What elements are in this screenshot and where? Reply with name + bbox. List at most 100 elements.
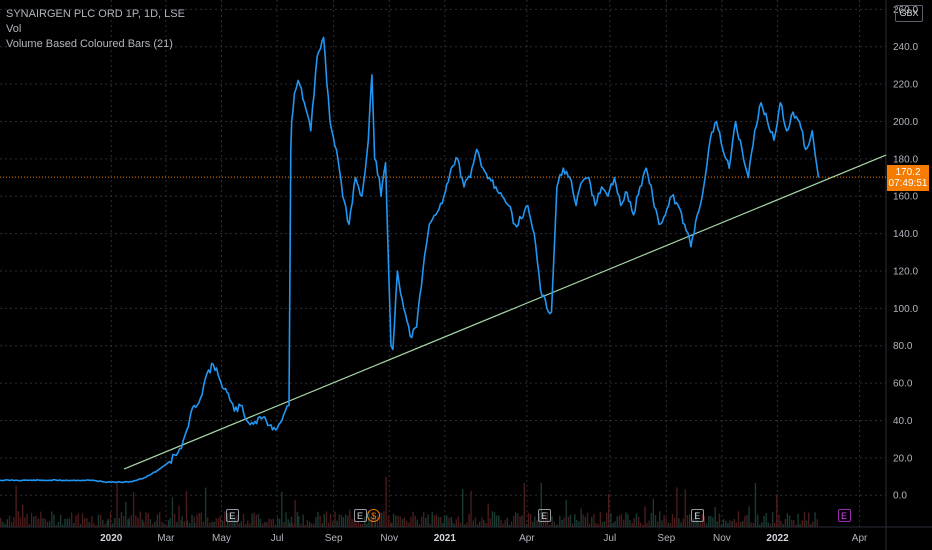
- volume-bar: [725, 520, 727, 527]
- volume-bar: [211, 521, 213, 527]
- volume-bar: [433, 515, 436, 527]
- volume-bar: [93, 523, 95, 527]
- volume-bar: [385, 476, 387, 527]
- volume-bar: [30, 512, 33, 527]
- volume-bar: [81, 513, 84, 527]
- volume-bar: [637, 516, 640, 527]
- volume-bar: [323, 514, 325, 527]
- volume-bar: [291, 523, 294, 527]
- currency-badge[interactable]: GBX: [895, 5, 923, 22]
- volume-bar: [22, 504, 24, 527]
- earnings-marker[interactable]: E: [225, 509, 239, 522]
- x-tick-label: Apr: [519, 533, 535, 544]
- volume-bar: [397, 515, 399, 527]
- volume-bar: [181, 516, 183, 527]
- volume-bar: [669, 523, 672, 527]
- volume-bar: [448, 517, 450, 527]
- volume-bar: [797, 513, 799, 527]
- volume-bar: [86, 518, 88, 527]
- volume-bar: [104, 523, 106, 527]
- earnings-marker[interactable]: E: [837, 509, 851, 522]
- volume-bar: [317, 511, 319, 527]
- volume-bar: [788, 515, 791, 527]
- volume-bar: [26, 514, 28, 527]
- volume-bar: [304, 524, 306, 527]
- volume-bar: [139, 511, 141, 527]
- volume-bar: [680, 522, 682, 527]
- volume-bar: [495, 515, 498, 527]
- coloured-bars-indicator-label[interactable]: Volume Based Coloured Bars (21): [6, 38, 173, 50]
- earnings-marker[interactable]: E: [537, 509, 551, 522]
- volume-bar: [690, 517, 693, 527]
- volume-bar: [529, 513, 532, 527]
- volume-bar: [737, 511, 740, 527]
- y-tick-label: 60.0: [893, 379, 913, 390]
- volume-indicator-label[interactable]: Vol: [6, 23, 22, 35]
- volume-bar: [648, 520, 650, 527]
- volume-bar: [173, 513, 176, 527]
- volume-bar: [701, 513, 704, 527]
- volume-bar: [549, 524, 551, 527]
- volume-bar: [135, 515, 137, 527]
- volume-bar: [593, 513, 595, 527]
- volume-bar: [476, 524, 479, 527]
- volume-bar: [198, 512, 200, 527]
- volume-bar: [334, 511, 336, 527]
- earnings-marker[interactable]: E: [690, 509, 704, 522]
- volume-bar: [622, 519, 625, 527]
- volume-bar: [661, 520, 663, 527]
- volume-bar: [102, 519, 104, 527]
- volume-bar: [422, 512, 425, 527]
- volume-bar: [491, 511, 494, 527]
- volume-bar: [366, 523, 368, 527]
- volume-bar: [88, 521, 90, 527]
- volume-bar: [761, 522, 763, 527]
- volume-bar: [206, 517, 209, 527]
- volume-bar: [111, 523, 114, 527]
- volume-bar: [584, 516, 587, 527]
- x-tick-label: Jul: [603, 533, 616, 544]
- volume-bar: [70, 512, 73, 527]
- dividend-marker[interactable]: $: [367, 509, 381, 522]
- volume-bar: [294, 500, 296, 527]
- trend-line: [123, 154, 887, 470]
- volume-bar: [763, 515, 765, 527]
- volume-bar: [62, 524, 64, 527]
- volume-bar: [219, 516, 222, 527]
- volume-bar: [355, 522, 357, 527]
- y-tick-label: 40.0: [893, 416, 913, 427]
- volume-bar: [556, 524, 559, 527]
- volume-bar: [332, 521, 334, 527]
- volume-bar: [268, 518, 270, 527]
- volume-bar: [242, 514, 245, 527]
- volume-bar: [508, 524, 511, 527]
- volume-bar: [580, 508, 582, 527]
- volume-bar: [361, 524, 364, 527]
- volume-bar: [659, 511, 661, 527]
- volume-bar: [485, 523, 487, 527]
- volume-bar: [44, 518, 46, 527]
- volume-bar: [652, 498, 655, 527]
- volume-bar: [283, 521, 285, 527]
- volume-bar: [247, 520, 249, 527]
- volume-bar: [474, 517, 477, 527]
- volume-bar: [171, 497, 174, 527]
- volume-bar: [416, 519, 418, 527]
- volume-bar: [561, 519, 563, 527]
- earnings-marker[interactable]: E: [353, 509, 367, 522]
- volume-bar: [224, 511, 226, 527]
- volume-bar: [741, 520, 744, 527]
- volume-bar: [209, 522, 211, 527]
- volume-bar: [340, 515, 343, 527]
- volume-bar: [646, 522, 648, 527]
- volume-bar: [387, 515, 390, 527]
- volume-bar: [202, 521, 205, 527]
- volume-bar: [729, 520, 731, 527]
- volume-bar: [141, 519, 144, 527]
- volume-bar: [48, 521, 51, 527]
- volume-bar: [771, 512, 774, 527]
- volume-bar: [671, 514, 674, 527]
- volume-bar: [147, 513, 149, 527]
- volume-bar: [642, 524, 644, 527]
